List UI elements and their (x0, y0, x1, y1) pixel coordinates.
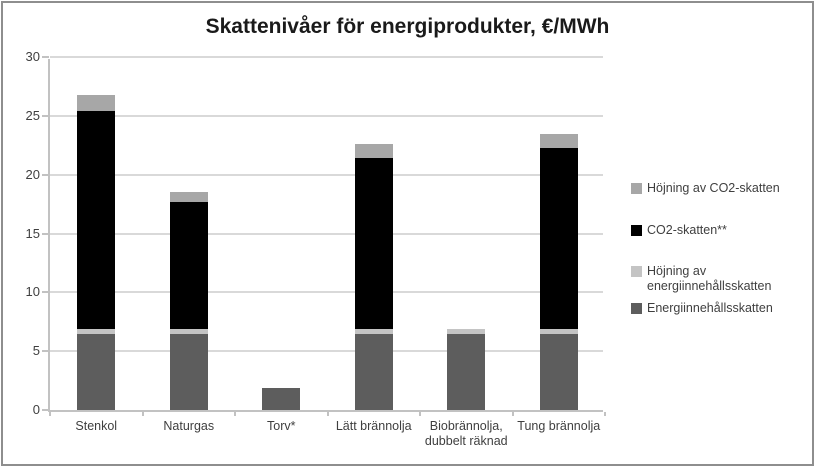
legend: Höjning av CO2-skatten CO2-skatten** Höjni… (631, 181, 811, 316)
plot-area: 0 5 10 15 20 25 30 Stenkol Naturgas Torv* Lätt brä… (26, 50, 606, 448)
gridline (50, 232, 603, 235)
y-tick-label: 10 (25, 284, 40, 300)
y-axis-tick (42, 291, 49, 294)
y-tick-label: 25 (25, 107, 40, 123)
gridline (50, 114, 603, 117)
legend-label: Energiinnehållsskatten (647, 301, 773, 315)
chart-title: Skattenivåer för energiprodukter, €/MWh (205, 15, 610, 38)
y-tick-label: 20 (25, 166, 40, 182)
bar-segment (354, 333, 393, 410)
y-axis-tick (42, 232, 49, 235)
legend-item: Energiinnehållsskatten (631, 301, 811, 316)
x-axis-tick (326, 412, 329, 416)
bar-segment (169, 192, 208, 202)
bar-segment (447, 333, 486, 410)
x-axis-label: Stenkol (75, 419, 118, 433)
bar-segment (169, 333, 208, 410)
x-axis-label: Tung brännolja (517, 419, 601, 433)
x-axis-tick (419, 412, 421, 416)
x-axis-tick (234, 412, 236, 416)
legend-item: Höjning av CO2-skatten (631, 181, 811, 196)
legend-item: Höjning av energiinnehållsskatten (631, 264, 811, 294)
bar-segment (169, 328, 208, 334)
bar-segment (354, 158, 393, 329)
gridline (50, 291, 603, 294)
y-axis-tick (42, 114, 49, 117)
legend-label: Höjning av energiinnehållsskatten (647, 264, 772, 293)
y-axis-tick (42, 56, 49, 58)
legend-label: Höjning av CO2-skatten (647, 181, 780, 195)
x-axis-tick (141, 412, 144, 416)
y-tick-label: 15 (25, 225, 40, 241)
bar-segment (539, 328, 578, 334)
bar-segment (77, 328, 116, 334)
x-axis-label: Naturgas (163, 419, 215, 433)
x-axis-tick (49, 412, 51, 416)
x-axis-label: Torv* (267, 419, 296, 433)
gridline (50, 56, 603, 58)
bar-segment (447, 328, 486, 334)
bar-segment (169, 201, 208, 329)
bar-segment (539, 333, 578, 410)
bar-segment (262, 387, 301, 410)
y-tick-label: 30 (25, 49, 40, 64)
bar-segment (354, 328, 393, 334)
y-axis-tick (42, 350, 49, 353)
y-tick-label: 0 (32, 402, 40, 417)
y-axis-tick (42, 173, 49, 176)
x-axis-tick (604, 412, 606, 416)
gridline (50, 173, 603, 176)
bar-segment (539, 133, 578, 148)
legend-swatch (631, 225, 642, 236)
y-tick-label: 5 (32, 343, 40, 359)
x-axis-label: Biobrännolja, dubbelt räknad (424, 419, 508, 448)
legend-swatch (631, 183, 642, 194)
legend-label: CO2-skatten** (647, 223, 727, 237)
bar-segment (77, 111, 116, 329)
x-axis-tick (511, 412, 514, 416)
bar-segment (77, 333, 116, 410)
legend-swatch (631, 266, 642, 277)
bar-segment (77, 94, 116, 112)
bar-segment (539, 147, 578, 329)
legend-item: CO2-skatten** (631, 223, 811, 238)
legend-swatch (631, 303, 642, 314)
bar-segment (354, 144, 393, 159)
x-axis-label: Lätt brännolja (335, 419, 412, 433)
y-axis-tick (42, 409, 49, 411)
gridline (50, 350, 603, 353)
